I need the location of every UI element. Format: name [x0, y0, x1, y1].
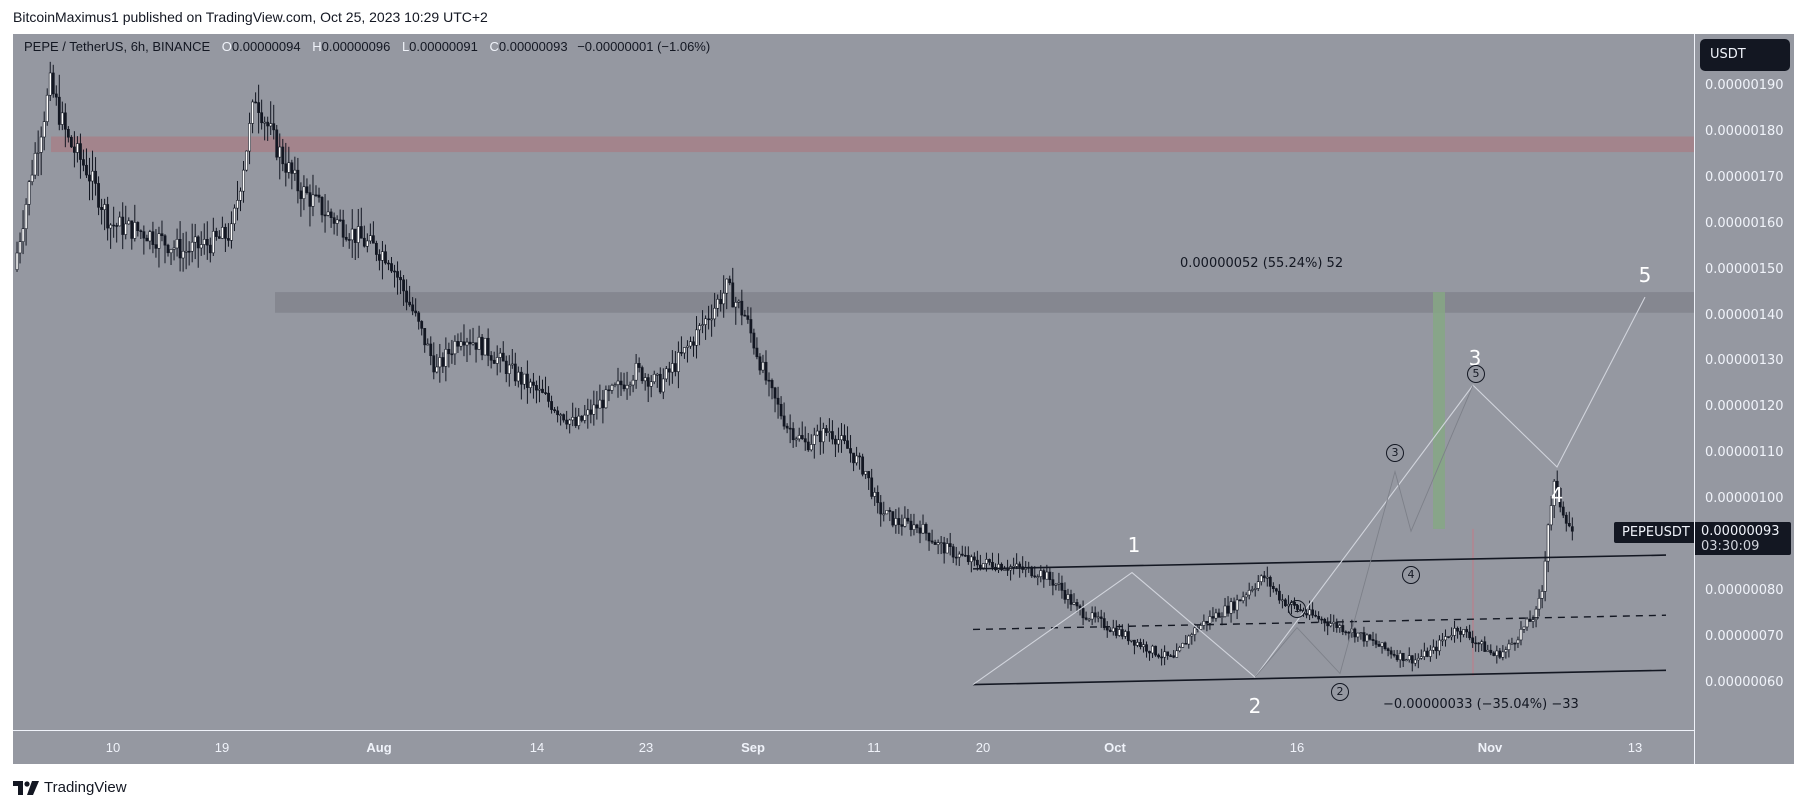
high-value: 0.00000096: [321, 39, 391, 54]
time-tick: Aug: [366, 740, 392, 755]
open-value: 0.00000094: [231, 39, 301, 54]
wave-label-2: 2: [1248, 694, 1262, 718]
currency-button[interactable]: USDT: [1700, 39, 1790, 71]
low-value: 0.00000091: [409, 39, 478, 54]
sub-wave-label-4: 4: [1402, 566, 1420, 584]
plot-area[interactable]: PEPE / TetherUS, 6h, BINANCE O0.00000094…: [13, 34, 1694, 730]
candlestick-chart[interactable]: [13, 34, 1694, 730]
channel-mid-line: [972, 614, 1667, 631]
price-tick: 0.00000140: [1705, 307, 1784, 323]
sub-wave-label-5: 5: [1467, 365, 1485, 383]
wave-label-5: 5: [1638, 263, 1652, 287]
time-tick: 19: [214, 740, 230, 755]
sub-wave-line: [1254, 385, 1474, 678]
close-value: 0.00000093: [498, 39, 568, 54]
sub-wave-label-1: 1: [1288, 600, 1306, 618]
time-tick: Oct: [1104, 740, 1126, 755]
wave-label-1: 1: [1127, 533, 1141, 557]
time-tick: Nov: [1477, 740, 1503, 755]
wave-label-4: 4: [1550, 483, 1564, 507]
logo-text: TradingView: [44, 779, 127, 796]
published-by-line: BitcoinMaximus1 published on TradingView…: [13, 9, 488, 25]
measure-up-bar: [1433, 292, 1445, 529]
wave-projection-line: [972, 296, 1646, 685]
price-tick: 0.00000080: [1705, 582, 1784, 598]
price-tick: 0.00000150: [1705, 261, 1784, 277]
channel-upper-line: [972, 554, 1667, 570]
resistance-zone-grey: [275, 292, 1694, 313]
price-tick: 0.00000170: [1705, 169, 1784, 185]
time-tick: Sep: [741, 740, 765, 755]
last-price-value: 0.00000093: [1701, 524, 1780, 539]
chart-frame[interactable]: PEPE / TetherUS, 6h, BINANCE O0.00000094…: [13, 34, 1794, 764]
measure-down-label: −0.00000033 (−35.04%) −33: [1383, 697, 1579, 712]
time-axis[interactable]: 10 19 Aug 14 23 Sep 11 20 Oct 16 Nov 13: [13, 730, 1694, 764]
sub-wave-label-3: 3: [1386, 444, 1404, 462]
price-axis[interactable]: USDT 0.00000190 0.00000180 0.00000170 0.000…: [1694, 34, 1794, 764]
time-tick: 23: [638, 740, 654, 755]
price-tick: 0.00000180: [1705, 123, 1784, 139]
time-tick: 20: [975, 740, 991, 755]
price-tick: 0.00000110: [1705, 445, 1784, 461]
wave-label-3: 3: [1468, 346, 1482, 370]
last-price-tag: 0.00000093 03:30:09: [1695, 522, 1791, 555]
bar-countdown: 03:30:09: [1701, 539, 1760, 554]
time-tick: 10: [105, 740, 121, 755]
candles: [15, 61, 1574, 672]
time-tick: 14: [529, 740, 545, 755]
price-tick: 0.00000120: [1705, 399, 1784, 415]
price-tick: 0.00000160: [1705, 215, 1784, 231]
sub-wave-label-2: 2: [1331, 683, 1349, 701]
channel-lower-line: [972, 669, 1667, 686]
tv-logo-icon: [13, 780, 39, 795]
symbol-price-tag: PEPEUSDT: [1614, 522, 1694, 543]
time-tick: 13: [1627, 740, 1643, 755]
tradingview-logo[interactable]: TradingView: [13, 779, 127, 796]
price-tick: 0.00000060: [1705, 674, 1784, 690]
resistance-zone-red: [51, 136, 1694, 153]
price-tick: 0.00000130: [1705, 353, 1784, 369]
time-tick: 11: [867, 740, 881, 755]
change-value: −0.00000001 (−1.06%): [577, 39, 711, 54]
symbol-title[interactable]: PEPE / TetherUS, 6h, BINANCE: [24, 39, 211, 54]
price-tick: 0.00000100: [1705, 491, 1784, 507]
price-tick: 0.00000070: [1705, 628, 1784, 644]
ohlc-legend: PEPE / TetherUS, 6h, BINANCE O0.00000094…: [24, 39, 711, 54]
measure-up-label: 0.00000052 (55.24%) 52: [1180, 256, 1344, 271]
price-tick: 0.00000190: [1705, 78, 1784, 93]
time-tick: 16: [1289, 740, 1305, 755]
